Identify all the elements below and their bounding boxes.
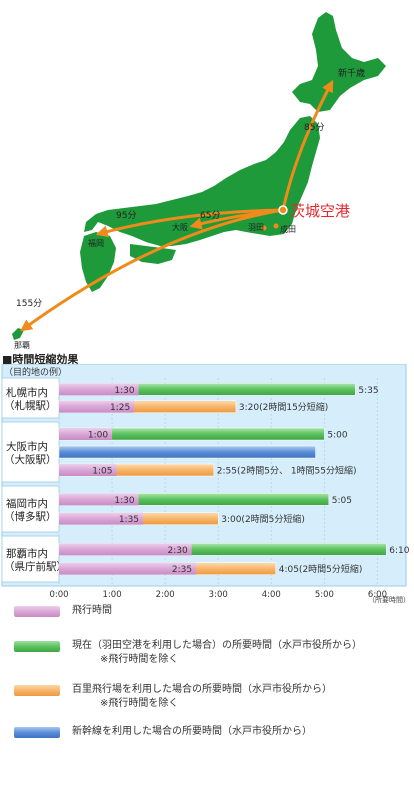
- group-label-line1: 札幌市内: [6, 386, 48, 399]
- legend-swatch-flight: [14, 606, 60, 617]
- shikoku-land: [130, 244, 176, 264]
- x-tick-label: 6:00: [368, 590, 387, 600]
- naha-label: 那覇: [14, 341, 30, 350]
- shin-chitose-label: 新千歳: [338, 67, 365, 79]
- bar-flight-label: 1:25: [110, 403, 130, 413]
- bar-flight: [59, 562, 197, 575]
- group-label-line2: （大阪駅）: [4, 453, 57, 466]
- haneda-label: 羽田: [248, 223, 264, 232]
- group-label-line2: （札幌駅）: [4, 399, 57, 412]
- x-tick-label: 5:00: [315, 590, 334, 600]
- bar-total-label: 6:10: [389, 546, 409, 556]
- group-label-line2: （県庁前駅）: [4, 560, 67, 573]
- group-label-cell: [1, 377, 60, 419]
- bar-total-label: 3:20(2時間15分短縮): [239, 401, 328, 413]
- legend-swatch-hyakuri: [14, 685, 60, 696]
- x-tick-label: 2:00: [156, 590, 175, 600]
- group-label-cell: [1, 485, 60, 533]
- bar-flight: [59, 400, 135, 413]
- route-naha: [20, 208, 284, 332]
- bar-total-label: 2:55(2時間5分、 1時間55分短縮): [217, 465, 357, 477]
- bar-flight: [59, 543, 192, 556]
- bar-flight-label: 2:30: [167, 546, 187, 556]
- bar-flight-label: 1:30: [114, 496, 134, 506]
- bar-shinkansen: [58, 445, 316, 459]
- bar-flight: [59, 512, 144, 525]
- bar-flight: [59, 464, 117, 476]
- bar-total-label: 4:05(2時間5分短縮): [279, 563, 363, 575]
- bar-flight: [59, 383, 139, 396]
- x-tick-label: 3:00: [209, 590, 228, 600]
- hokkaido-land: [292, 12, 386, 112]
- x-unit-label: （所要時間）: [368, 595, 410, 604]
- legend-label: 新幹線を利用した場合の所要時間（水戸市役所から）: [72, 726, 312, 737]
- travel-time-chart: （目的地の例） 札幌市内（札幌駅） 1:30 5:35 1:25 3:20(2時間15分短…: [1, 364, 410, 604]
- group-label-line1: 大阪市内: [6, 440, 48, 453]
- legend-label: 百里飛行場を利用した場合の所要時間（水戸市役所から）: [72, 684, 332, 695]
- ibaraki-airport-marker: [278, 205, 288, 215]
- bar-total-label: 5:00: [327, 431, 347, 441]
- chart-header-label: （目的地の例）: [4, 366, 67, 378]
- route-duration-osaka: 65分: [200, 210, 220, 221]
- route-fukuoka: [95, 208, 284, 238]
- route-duration-shin-chitose: 85分: [304, 122, 324, 133]
- narita-label: 成田: [280, 224, 296, 234]
- route-duration-naha: 155分: [16, 298, 42, 309]
- route-shin-chitose: [281, 79, 334, 211]
- bar-flight-label: 1:35: [119, 515, 139, 525]
- japan-route-map: 茨城空港 新千歳 羽田 成田 大阪 福岡 那覇 85分 65分 95分 155分: [12, 12, 386, 350]
- ibaraki-airport-label: 茨城空港: [290, 203, 350, 220]
- group-label-line1: 那覇市内: [6, 547, 48, 560]
- bar-flight-label: 1:00: [88, 431, 108, 441]
- group-label-cell: [1, 421, 60, 483]
- legend-label: 飛行時間: [72, 605, 112, 616]
- osaka-label: 大阪: [172, 222, 188, 232]
- narita-marker: [273, 223, 279, 229]
- legend-swatch-current: [14, 641, 60, 652]
- bar-flight: [59, 428, 113, 440]
- group-label-line1: 福岡市内: [6, 497, 48, 510]
- group-label-line2: （博多駅）: [4, 510, 57, 523]
- bar-flight-label: 1:05: [92, 467, 112, 477]
- x-tick-label: 1:00: [103, 590, 122, 600]
- legend-swatch-shinkansen: [14, 727, 60, 738]
- legend-note: ※飛行時間を除く: [100, 654, 179, 665]
- bar-flight: [59, 493, 139, 506]
- haneda-marker: [261, 225, 267, 231]
- x-tick-label: 0:00: [49, 590, 68, 600]
- x-tick-label: 4:00: [262, 590, 281, 600]
- group-label-cell: [1, 535, 60, 583]
- bar-total-label: 3:00(2時間5分短縮): [221, 513, 305, 525]
- bar-flight-label: 1:30: [114, 386, 134, 396]
- bar-flight-label: 2:35: [172, 565, 192, 575]
- fukuoka-label: 福岡: [88, 239, 104, 248]
- legend-note: ※飛行時間を除く: [100, 698, 179, 709]
- section-title: ■時間短縮効果: [2, 353, 79, 366]
- route-duration-fukuoka: 95分: [116, 210, 136, 221]
- kyushu-land: [80, 232, 116, 292]
- bar-total-label: 5:35: [358, 386, 378, 396]
- legend-label: 現在（羽田空港を利用した場合）の所要時間（水戸市役所から）: [72, 640, 362, 651]
- bar-total-label: 5:05: [332, 496, 352, 506]
